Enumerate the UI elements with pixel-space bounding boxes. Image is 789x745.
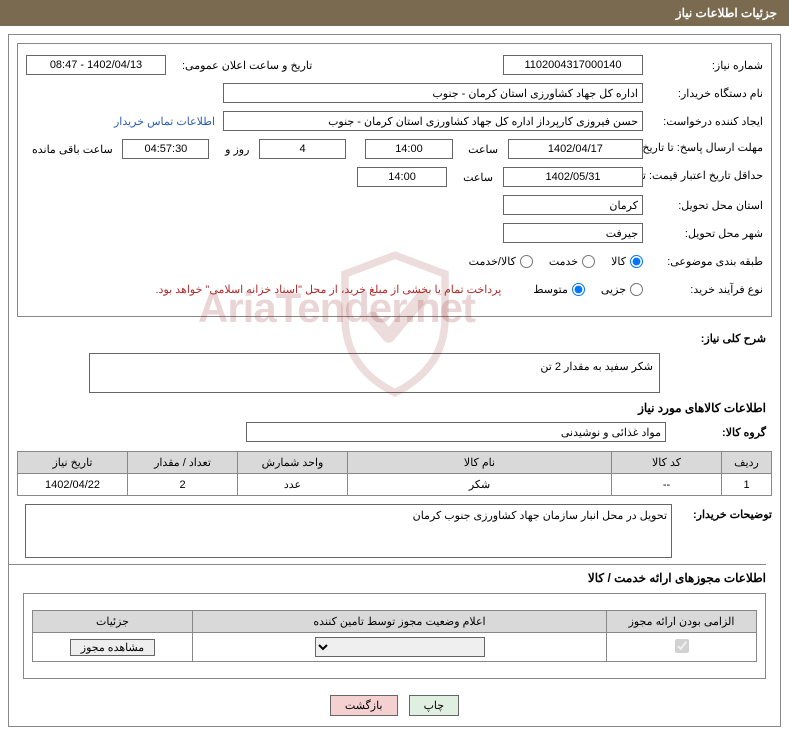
section-goods-info: اطلاعات کالاهای مورد نیاز: [9, 401, 766, 415]
label-overall-desc: شرح کلی نیاز:: [695, 332, 766, 345]
td-name: شکر: [348, 474, 612, 496]
radio-goods[interactable]: کالا: [611, 255, 643, 268]
radio-medium[interactable]: متوسط: [533, 283, 585, 296]
radio-service-input[interactable]: [582, 255, 595, 268]
field-reply-time: 14:00: [365, 139, 452, 159]
td-row: 1: [722, 474, 772, 496]
td-status: [193, 633, 607, 662]
field-reply-date: 1402/04/17: [508, 139, 643, 159]
radio-small-input[interactable]: [630, 283, 643, 296]
license-table: الزامی بودن ارائه مجوز اعلام وضعیت مجوز …: [32, 610, 757, 662]
label-need-no: شماره نیاز:: [643, 59, 763, 72]
radio-service[interactable]: خدمت: [549, 255, 595, 268]
radio-small[interactable]: جزیی: [601, 283, 643, 296]
label-days-and: روز و: [219, 143, 249, 156]
row-goods-group: گروه کالا: مواد غذائی و نوشیدنی: [23, 421, 766, 443]
radio-both[interactable]: کالا/خدمت: [469, 255, 533, 268]
th-code: کد کالا: [612, 452, 722, 474]
select-status[interactable]: [315, 637, 485, 657]
payment-note: پرداخت تمام یا بخشی از مبلغ خرید، از محل…: [156, 283, 502, 296]
th-qty: تعداد / مقدار: [128, 452, 238, 474]
goods-table-header-row: ردیف کد کالا نام کالا واحد شمارش تعداد /…: [18, 452, 772, 474]
field-province: کرمان: [503, 195, 643, 215]
radio-both-input[interactable]: [520, 255, 533, 268]
th-unit: واحد شمارش: [238, 452, 348, 474]
license-table-row: مشاهده مجوز: [33, 633, 757, 662]
radio-goods-input[interactable]: [630, 255, 643, 268]
label-time-2: ساعت: [457, 171, 493, 184]
label-process-type: نوع فرآیند خرید:: [643, 283, 763, 296]
field-announce-dt: 1402/04/13 - 08:47: [26, 55, 166, 75]
details-box: AriaTender.net شماره نیاز: 1102004317000…: [17, 43, 772, 317]
row-min-validity: حداقل تاریخ اعتبار قیمت: تا تاریخ: 1402/…: [26, 166, 763, 188]
goods-table: ردیف کد کالا نام کالا واحد شمارش تعداد /…: [17, 451, 772, 496]
field-need-no: 1102004317000140: [503, 55, 643, 75]
label-requester: ایجاد کننده درخواست:: [643, 115, 763, 128]
field-overall-desc: شکر سفید به مقدار 2 تن: [89, 353, 660, 393]
td-qty: 2: [128, 474, 238, 496]
th-row: ردیف: [722, 452, 772, 474]
th-mandatory: الزامی بودن ارائه مجوز: [607, 611, 757, 633]
back-button[interactable]: بازگشت: [330, 695, 398, 716]
label-reply-deadline: مهلت ارسال پاسخ: تا تاریخ:: [643, 142, 763, 155]
button-row: چاپ بازگشت: [9, 689, 780, 726]
radio-medium-input[interactable]: [572, 283, 585, 296]
field-buyer-notes: تحویل در محل انبار سازمان جهاد کشاورزی ج…: [25, 504, 672, 558]
license-header-row: الزامی بودن ارائه مجوز اعلام وضعیت مجوز …: [33, 611, 757, 633]
row-requester: ایجاد کننده درخواست: حسن فیروزی کارپرداز…: [26, 110, 763, 132]
page-title: جزئیات اطلاعات نیاز: [676, 6, 777, 20]
goods-table-row: 1 -- شکر عدد 2 1402/04/22: [18, 474, 772, 496]
print-button[interactable]: چاپ: [409, 695, 460, 716]
th-name: نام کالا: [348, 452, 612, 474]
field-city: جیرفت: [503, 223, 643, 243]
link-buyer-contact[interactable]: اطلاعات تماس خریدار: [114, 115, 223, 128]
th-details: جزئیات: [33, 611, 193, 633]
row-buyer-org: نام دستگاه خریدار: اداره کل جهاد کشاورزی…: [26, 82, 763, 104]
row-province: استان محل تحویل: کرمان: [26, 194, 763, 216]
license-section-title: اطلاعات مجوزهای ارائه خدمت / کالا: [9, 564, 766, 585]
field-days: 4: [259, 139, 346, 159]
td-mandatory: [607, 633, 757, 662]
row-city: شهر محل تحویل: جیرفت: [26, 222, 763, 244]
page-header: جزئیات اطلاعات نیاز: [0, 0, 789, 26]
td-details: مشاهده مجوز: [33, 633, 193, 662]
field-goods-group: مواد غذائی و نوشیدنی: [246, 422, 666, 442]
checkbox-mandatory: [675, 639, 689, 653]
label-category: طبقه بندی موضوعی:: [643, 255, 763, 268]
label-min-validity: حداقل تاریخ اعتبار قیمت: تا تاریخ:: [643, 170, 763, 183]
radio-group-category: کالا خدمت کالا/خدمت: [457, 255, 643, 268]
label-buyer-notes: توضیحات خریدار:: [672, 504, 772, 521]
td-date: 1402/04/22: [18, 474, 128, 496]
field-requester: حسن فیروزی کارپرداز اداره کل جهاد کشاورز…: [223, 111, 643, 131]
field-valid-date: 1402/05/31: [503, 167, 643, 187]
main-panel: AriaTender.net شماره نیاز: 1102004317000…: [8, 34, 781, 727]
label-time-1: ساعت: [462, 143, 498, 156]
license-box: الزامی بودن ارائه مجوز اعلام وضعیت مجوز …: [23, 593, 766, 679]
td-unit: عدد: [238, 474, 348, 496]
field-buyer-org: اداره کل جهاد کشاورزی استان کرمان - جنوب: [223, 83, 643, 103]
label-city: شهر محل تحویل:: [643, 227, 763, 240]
td-code: --: [612, 474, 722, 496]
label-province: استان محل تحویل:: [643, 199, 763, 212]
view-license-button[interactable]: مشاهده مجوز: [70, 639, 155, 656]
label-announce-dt: تاریخ و ساعت اعلان عمومی:: [176, 59, 312, 72]
row-process-type: نوع فرآیند خرید: جزیی متوسط پرداخت تمام …: [26, 278, 763, 300]
field-remain-time: 04:57:30: [122, 139, 209, 159]
label-buyer-org: نام دستگاه خریدار:: [643, 87, 763, 100]
label-goods-group: گروه کالا:: [666, 426, 766, 439]
field-valid-time: 14:00: [357, 167, 447, 187]
th-status: اعلام وضعیت مجوز توسط تامین کننده: [193, 611, 607, 633]
label-remaining: ساعت باقی مانده: [26, 143, 113, 156]
row-category: طبقه بندی موضوعی: کالا خدمت کالا/خدمت: [26, 250, 763, 272]
radio-group-process: جزیی متوسط: [521, 283, 643, 296]
row-need-no: شماره نیاز: 1102004317000140 تاریخ و ساع…: [26, 54, 763, 76]
row-buyer-notes: توضیحات خریدار: تحویل در محل انبار سازما…: [17, 504, 772, 558]
th-date: تاریخ نیاز: [18, 452, 128, 474]
row-reply-deadline: مهلت ارسال پاسخ: تا تاریخ: 1402/04/17 سا…: [26, 138, 763, 160]
